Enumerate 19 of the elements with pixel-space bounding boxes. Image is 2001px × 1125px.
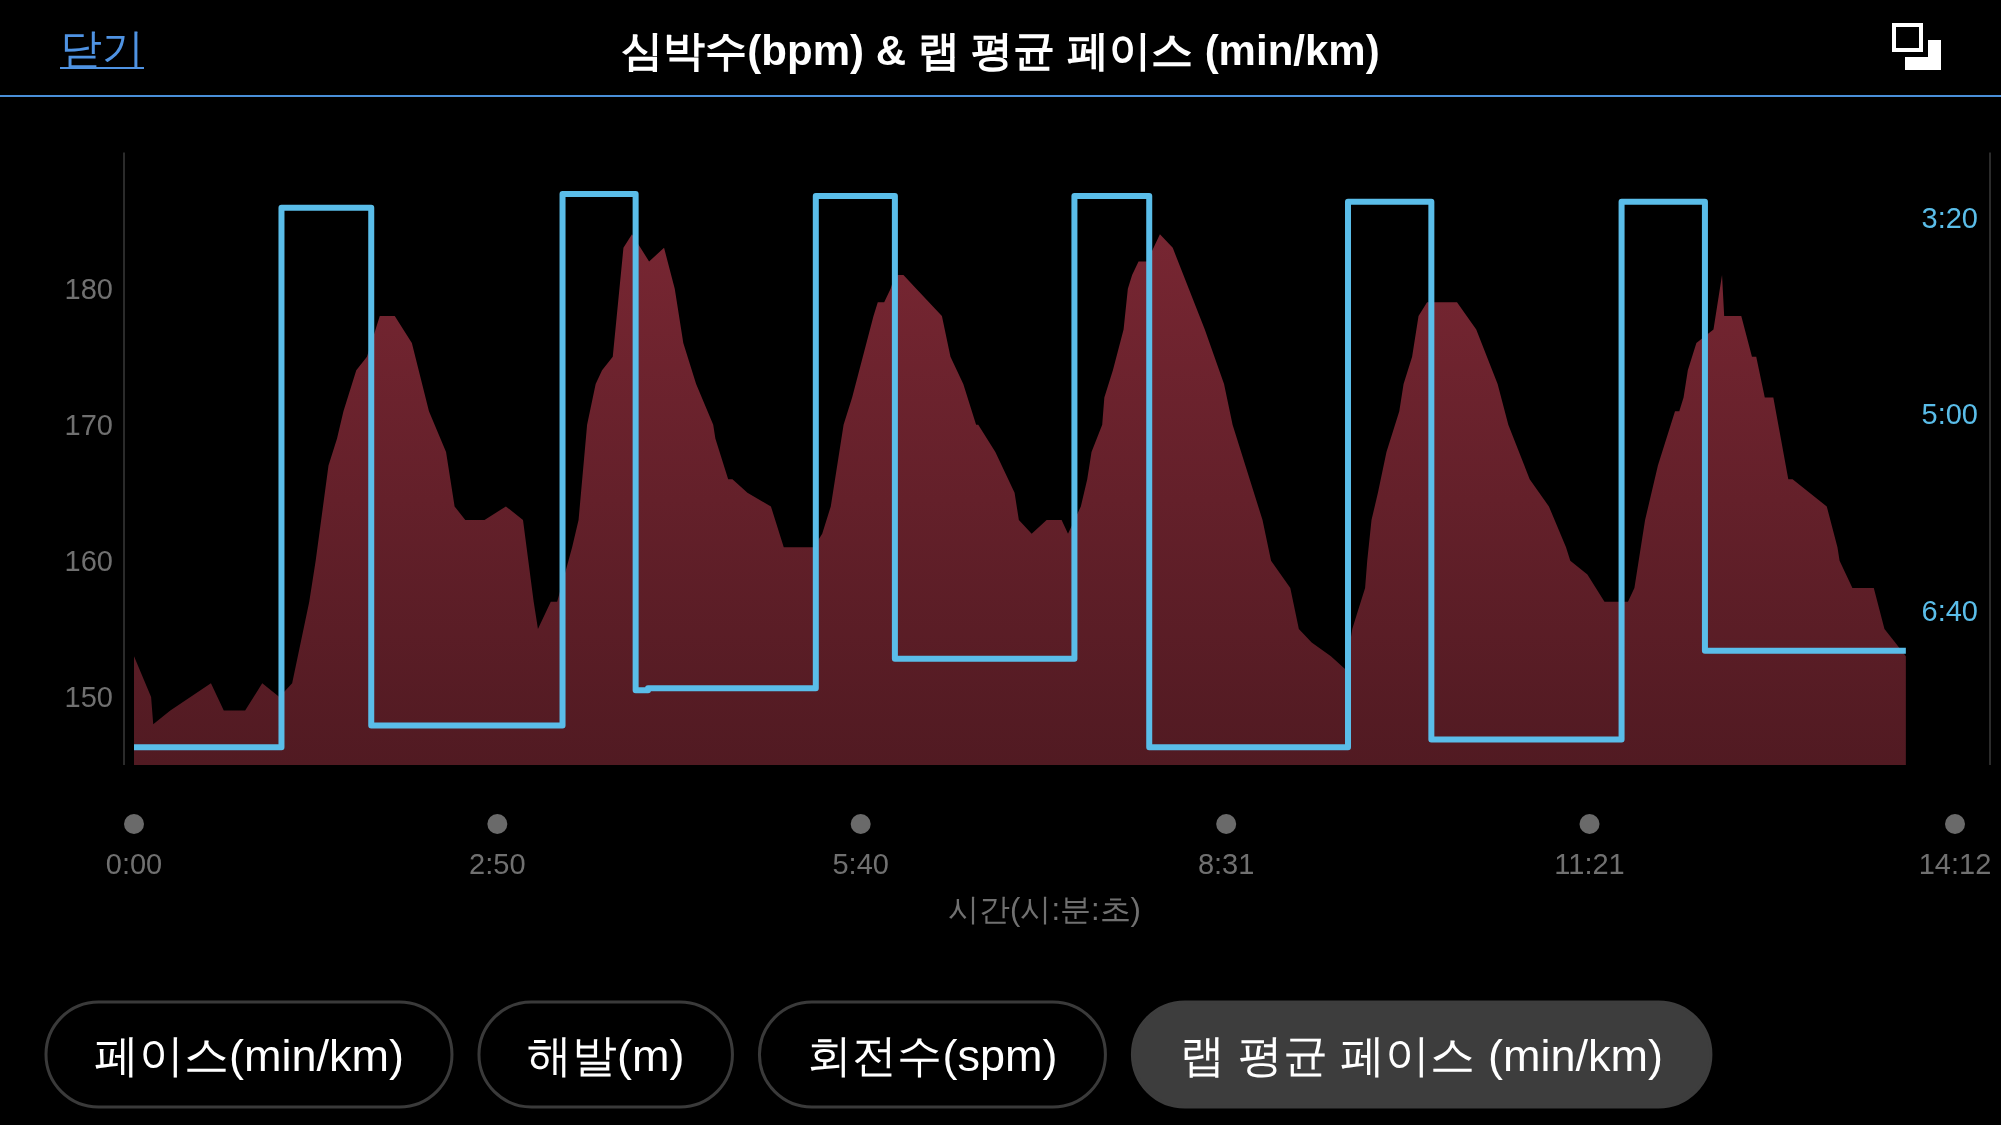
chart-title: 심박수(bpm) & 랩 평균 페이스 (min/km) (621, 26, 1380, 74)
y2-tick-label: 6:40 (1921, 595, 1978, 628)
x-tick-label: 8:31 (1197, 848, 1255, 880)
y2-tick-label: 5:00 (1921, 398, 1978, 431)
text: 해발(m) (526, 1029, 685, 1080)
y2-tick-label: 3:20 (1921, 201, 1978, 234)
y-tick-label: 160 (64, 544, 113, 577)
y-tick-label: 180 (64, 272, 113, 305)
y-tick-label: 170 (64, 408, 113, 441)
x-tick-label: 14:12 (1918, 848, 1992, 880)
x-axis-title: 시간(시:분:초) (948, 891, 1141, 927)
text: 랩 평균 페이스 (min/km) (1180, 1029, 1663, 1080)
x-tick-label: 0:00 (105, 848, 163, 880)
x-tick-label: 5:40 (832, 848, 889, 880)
y-tick-label: 150 (64, 680, 113, 713)
text: 회전수(spm) (807, 1029, 1058, 1080)
text: 페이스(min/km) (94, 1029, 404, 1080)
x-tick-label: 11:21 (1554, 848, 1625, 880)
x-tick-label: 2:50 (469, 848, 526, 880)
